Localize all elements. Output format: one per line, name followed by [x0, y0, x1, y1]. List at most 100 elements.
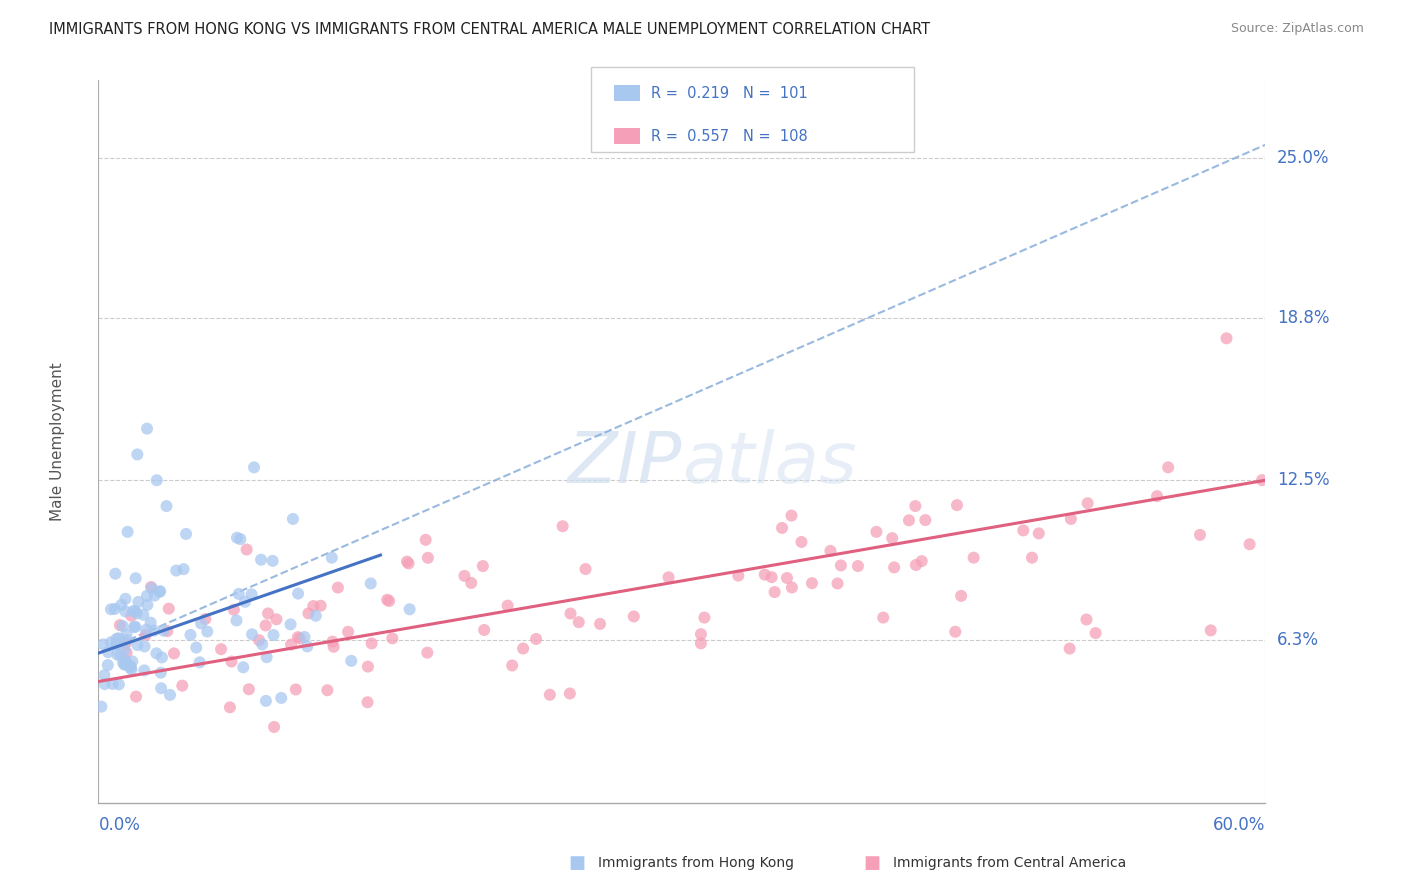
Point — [209, 642, 232, 657]
Point — [763, 585, 786, 599]
Point — [398, 557, 420, 571]
Text: IMMIGRANTS FROM HONG KONG VS IMMIGRANTS FROM CENTRAL AMERICA MALE UNEMPLOYMENT C: IMMIGRANTS FROM HONG KONG VS IMMIGRANTS … — [49, 22, 931, 37]
Point — [657, 570, 679, 584]
Point — [114, 654, 136, 668]
Point — [1021, 550, 1043, 565]
Text: 6.3%: 6.3% — [1277, 632, 1319, 649]
Point — [105, 648, 128, 662]
Point — [254, 618, 277, 632]
Point — [962, 550, 984, 565]
Point — [225, 614, 247, 628]
Point — [186, 640, 208, 655]
Point — [398, 602, 420, 616]
Point — [97, 658, 120, 673]
Point — [134, 640, 156, 654]
Point — [194, 612, 217, 626]
Point — [690, 627, 713, 641]
Point — [560, 607, 582, 621]
Point — [105, 637, 128, 651]
Point — [243, 460, 266, 475]
Point — [250, 552, 273, 566]
Point — [280, 638, 302, 652]
Point — [226, 531, 249, 545]
Point — [163, 647, 186, 661]
Point — [172, 679, 194, 693]
Point — [155, 499, 177, 513]
Point — [159, 688, 181, 702]
Point — [1251, 473, 1274, 487]
Point — [294, 630, 316, 644]
Text: R =  0.557   N =  108: R = 0.557 N = 108 — [651, 129, 807, 144]
Point — [1239, 537, 1261, 551]
Point — [257, 607, 280, 621]
Point — [820, 544, 842, 558]
Point — [108, 677, 131, 691]
Text: Male Unemployment: Male Unemployment — [51, 362, 65, 521]
Point — [195, 624, 218, 639]
Point — [284, 682, 307, 697]
Point — [173, 562, 195, 576]
Point — [872, 610, 894, 624]
Point — [114, 604, 136, 618]
Point — [221, 655, 243, 669]
Point — [1012, 524, 1035, 538]
Point — [146, 473, 169, 487]
Point — [882, 531, 904, 545]
Point — [120, 608, 142, 623]
Point — [1076, 612, 1098, 626]
Text: Source: ZipAtlas.com: Source: ZipAtlas.com — [1230, 22, 1364, 36]
Point — [93, 668, 115, 682]
Point — [105, 637, 128, 651]
Point — [357, 659, 380, 673]
Point — [460, 576, 482, 591]
Point — [501, 658, 523, 673]
Point — [865, 524, 887, 539]
Point — [247, 633, 270, 648]
Point — [496, 599, 519, 613]
Text: 25.0%: 25.0% — [1277, 149, 1330, 167]
Point — [90, 699, 112, 714]
Point — [263, 720, 285, 734]
Point — [110, 598, 132, 612]
Point — [911, 554, 934, 568]
Point — [174, 527, 197, 541]
Point — [148, 585, 170, 599]
Point — [136, 598, 159, 612]
Point — [145, 646, 167, 660]
Point — [322, 640, 344, 654]
Point — [262, 554, 284, 568]
Point — [302, 599, 325, 613]
Point — [127, 595, 149, 609]
Point — [135, 589, 157, 603]
Point — [165, 564, 187, 578]
Point — [254, 694, 277, 708]
Point — [121, 654, 143, 668]
Text: ■: ■ — [863, 855, 880, 872]
Point — [321, 634, 343, 648]
Point — [120, 661, 142, 675]
Point — [122, 604, 145, 618]
Point — [297, 607, 319, 621]
Point — [141, 581, 163, 595]
Point — [1188, 528, 1211, 542]
Point — [551, 519, 574, 533]
Point — [693, 610, 716, 624]
Point — [453, 569, 475, 583]
Point — [114, 591, 136, 606]
Text: 12.5%: 12.5% — [1277, 471, 1330, 489]
Text: 0.0%: 0.0% — [98, 816, 141, 834]
Point — [340, 654, 363, 668]
Point — [846, 559, 869, 574]
Point — [280, 617, 302, 632]
Point — [375, 592, 398, 607]
Point — [1077, 496, 1099, 510]
Point — [287, 586, 309, 600]
Point — [112, 656, 135, 670]
Point — [790, 535, 813, 549]
Point — [125, 690, 148, 704]
Point — [883, 560, 905, 574]
Point — [104, 602, 127, 616]
Point — [149, 665, 172, 680]
Point — [240, 627, 263, 641]
Point — [326, 581, 349, 595]
